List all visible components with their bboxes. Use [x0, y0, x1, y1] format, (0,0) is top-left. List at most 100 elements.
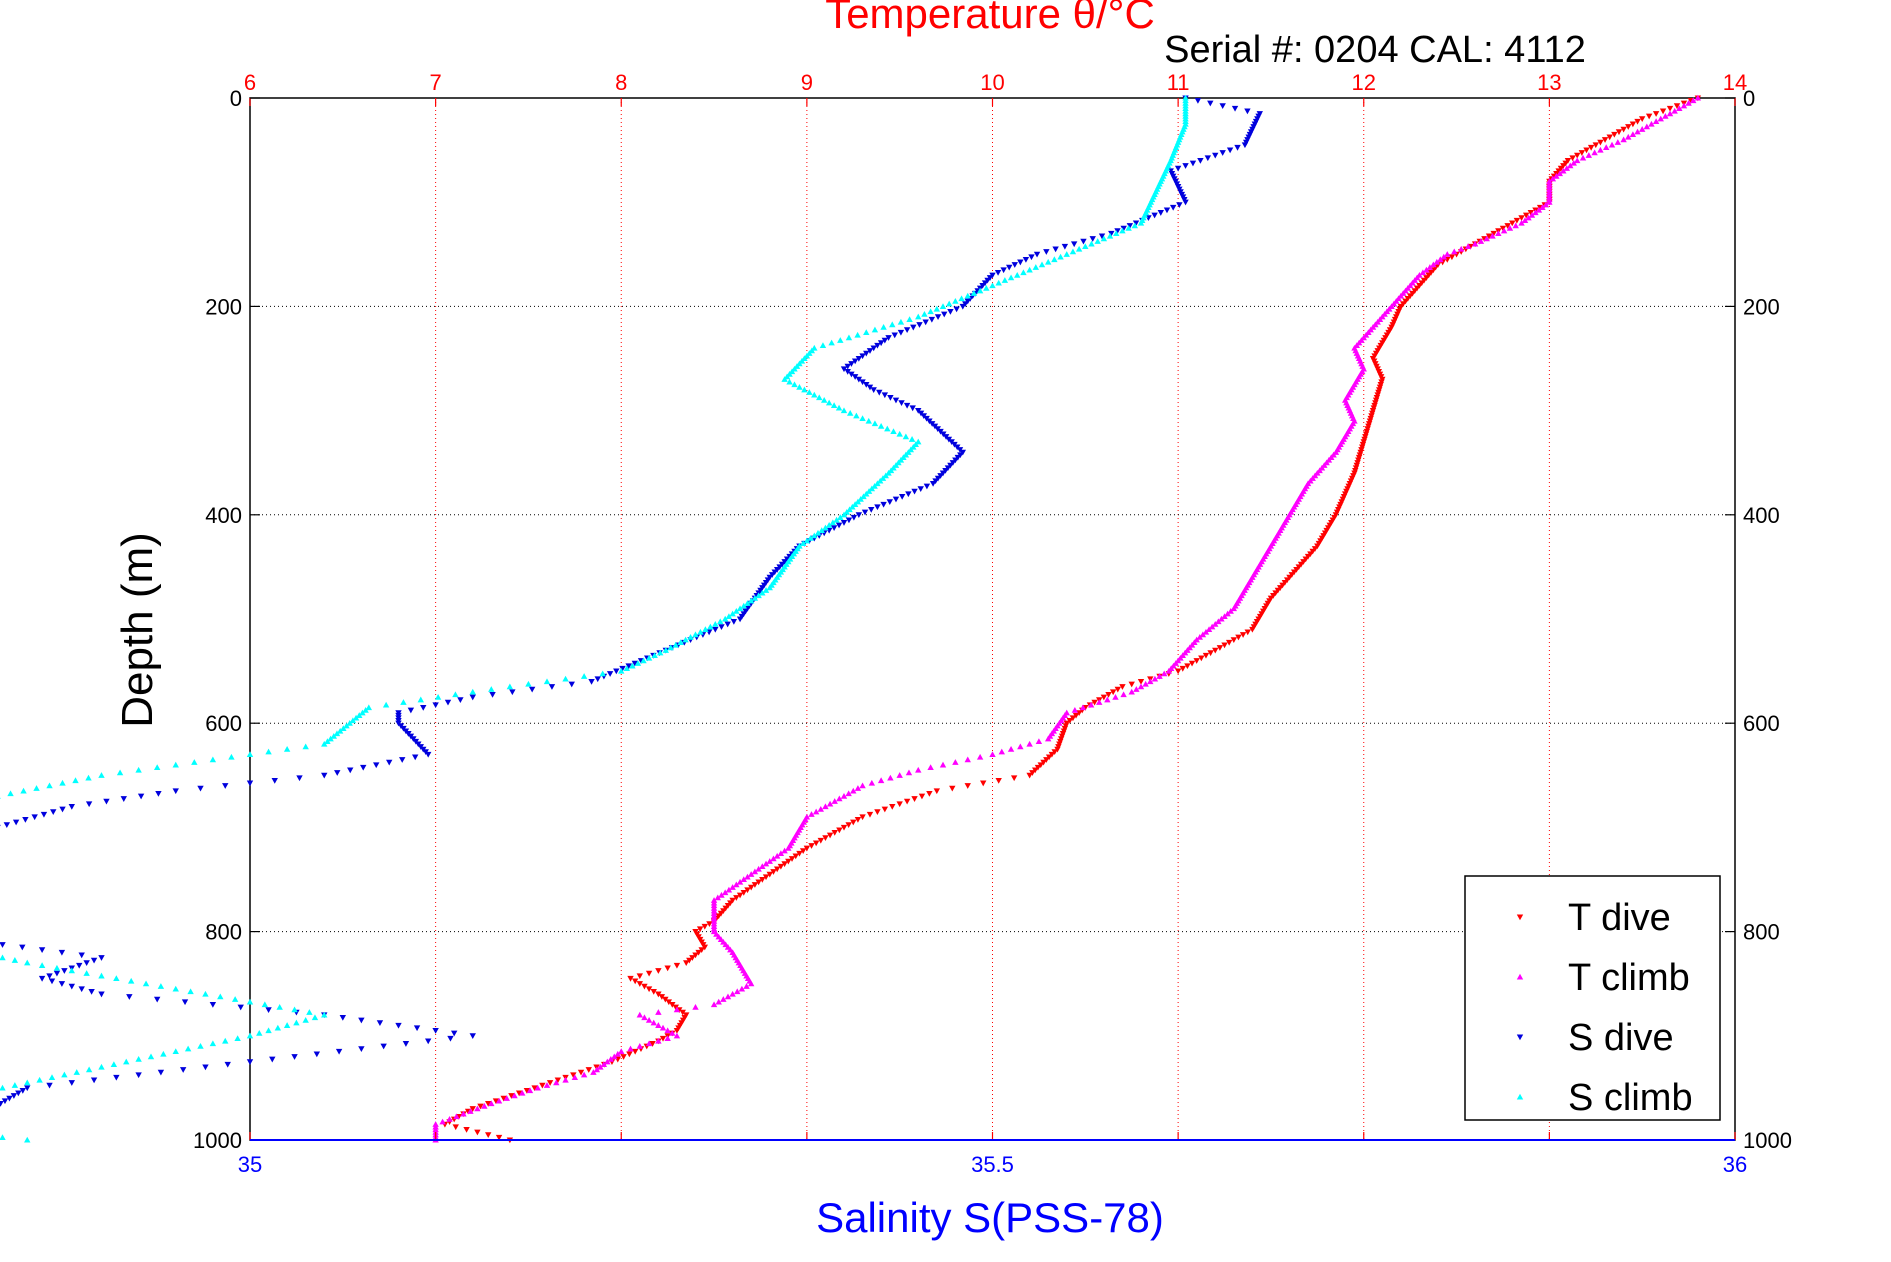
legend-marker [1516, 914, 1524, 921]
data-point [321, 772, 328, 779]
data-point [1137, 678, 1145, 685]
data-point [1518, 219, 1525, 226]
data-point [607, 1056, 615, 1062]
data-point [865, 417, 872, 424]
data-point [740, 876, 747, 883]
data-point [1066, 718, 1074, 724]
data-point [1657, 115, 1664, 122]
data-point [831, 798, 838, 804]
data-point [695, 949, 702, 956]
data-point [736, 878, 744, 885]
data-point [604, 1058, 611, 1065]
data-point [829, 519, 837, 526]
data-point [964, 783, 971, 789]
data-point [886, 499, 893, 505]
data-point [818, 527, 825, 533]
data-point [1205, 626, 1213, 632]
data-point [1198, 655, 1205, 662]
data-point [76, 962, 83, 969]
data-point [1032, 264, 1040, 270]
data-point [921, 311, 928, 317]
data-point [321, 1011, 328, 1018]
data-point [1521, 217, 1529, 223]
data-point [1069, 715, 1077, 722]
data-point [234, 1035, 241, 1041]
data-point [1199, 631, 1207, 638]
data-point [31, 814, 38, 821]
data-point [945, 300, 953, 307]
data-point [843, 508, 850, 515]
data-point [88, 988, 95, 995]
top-tick-label: 6 [244, 70, 256, 95]
data-point [692, 1003, 699, 1010]
data-point [662, 647, 669, 653]
data-point [706, 921, 713, 927]
data-point [811, 391, 818, 398]
data-point [929, 480, 937, 487]
data-point [777, 850, 785, 857]
data-point [1194, 98, 1202, 104]
data-point [620, 1054, 627, 1060]
data-point [672, 641, 679, 648]
data-point [1629, 121, 1637, 128]
data-point [358, 1017, 365, 1024]
data-point [531, 1085, 538, 1092]
data-point [1007, 274, 1015, 281]
data-point [1464, 243, 1472, 250]
data-point [922, 319, 929, 326]
data-point [874, 809, 881, 815]
data-point [50, 809, 57, 815]
data-point [636, 1043, 644, 1049]
data-point [884, 425, 891, 432]
data-point [786, 378, 793, 385]
data-point [898, 400, 905, 406]
data-point [0, 1084, 6, 1091]
data-point [1212, 647, 1219, 654]
data-point [68, 1080, 75, 1086]
data-point [283, 746, 291, 752]
data-point [909, 405, 916, 412]
data-point [1165, 667, 1173, 674]
data-point [1485, 233, 1493, 240]
data-point [1638, 126, 1646, 132]
data-point [851, 501, 859, 507]
data-point [1022, 256, 1030, 263]
data-point [157, 983, 165, 989]
data-point [1244, 629, 1251, 636]
data-point [762, 874, 770, 881]
data-point [1089, 236, 1096, 242]
data-point [840, 407, 848, 414]
data-point [861, 509, 869, 516]
data-point [927, 764, 934, 771]
data-point [1184, 663, 1191, 670]
data-point [1694, 94, 1702, 101]
data-point [1147, 678, 1154, 685]
data-point [766, 871, 773, 878]
data-point [712, 626, 719, 633]
data-point [897, 318, 905, 325]
data-point [952, 297, 959, 304]
data-point [0, 954, 6, 961]
data-point [48, 1074, 56, 1081]
data-point [1156, 673, 1163, 679]
data-point [10, 1093, 18, 1099]
data-point [791, 381, 798, 388]
data-point [738, 985, 746, 992]
data-point [1690, 97, 1697, 104]
data-point [1499, 225, 1507, 232]
data-point [766, 858, 773, 864]
data-point [1216, 645, 1224, 651]
data-point [209, 756, 217, 763]
data-point [155, 790, 162, 797]
data-point [854, 817, 862, 823]
data-point [1230, 637, 1238, 644]
data-point [905, 769, 913, 776]
data-point [469, 1106, 476, 1112]
data-point [740, 889, 747, 896]
data-point [1249, 626, 1256, 633]
data-point [845, 334, 853, 341]
data-point [1100, 235, 1108, 242]
data-point [1100, 694, 1108, 701]
data-point [636, 981, 644, 987]
data-point [439, 1118, 446, 1125]
